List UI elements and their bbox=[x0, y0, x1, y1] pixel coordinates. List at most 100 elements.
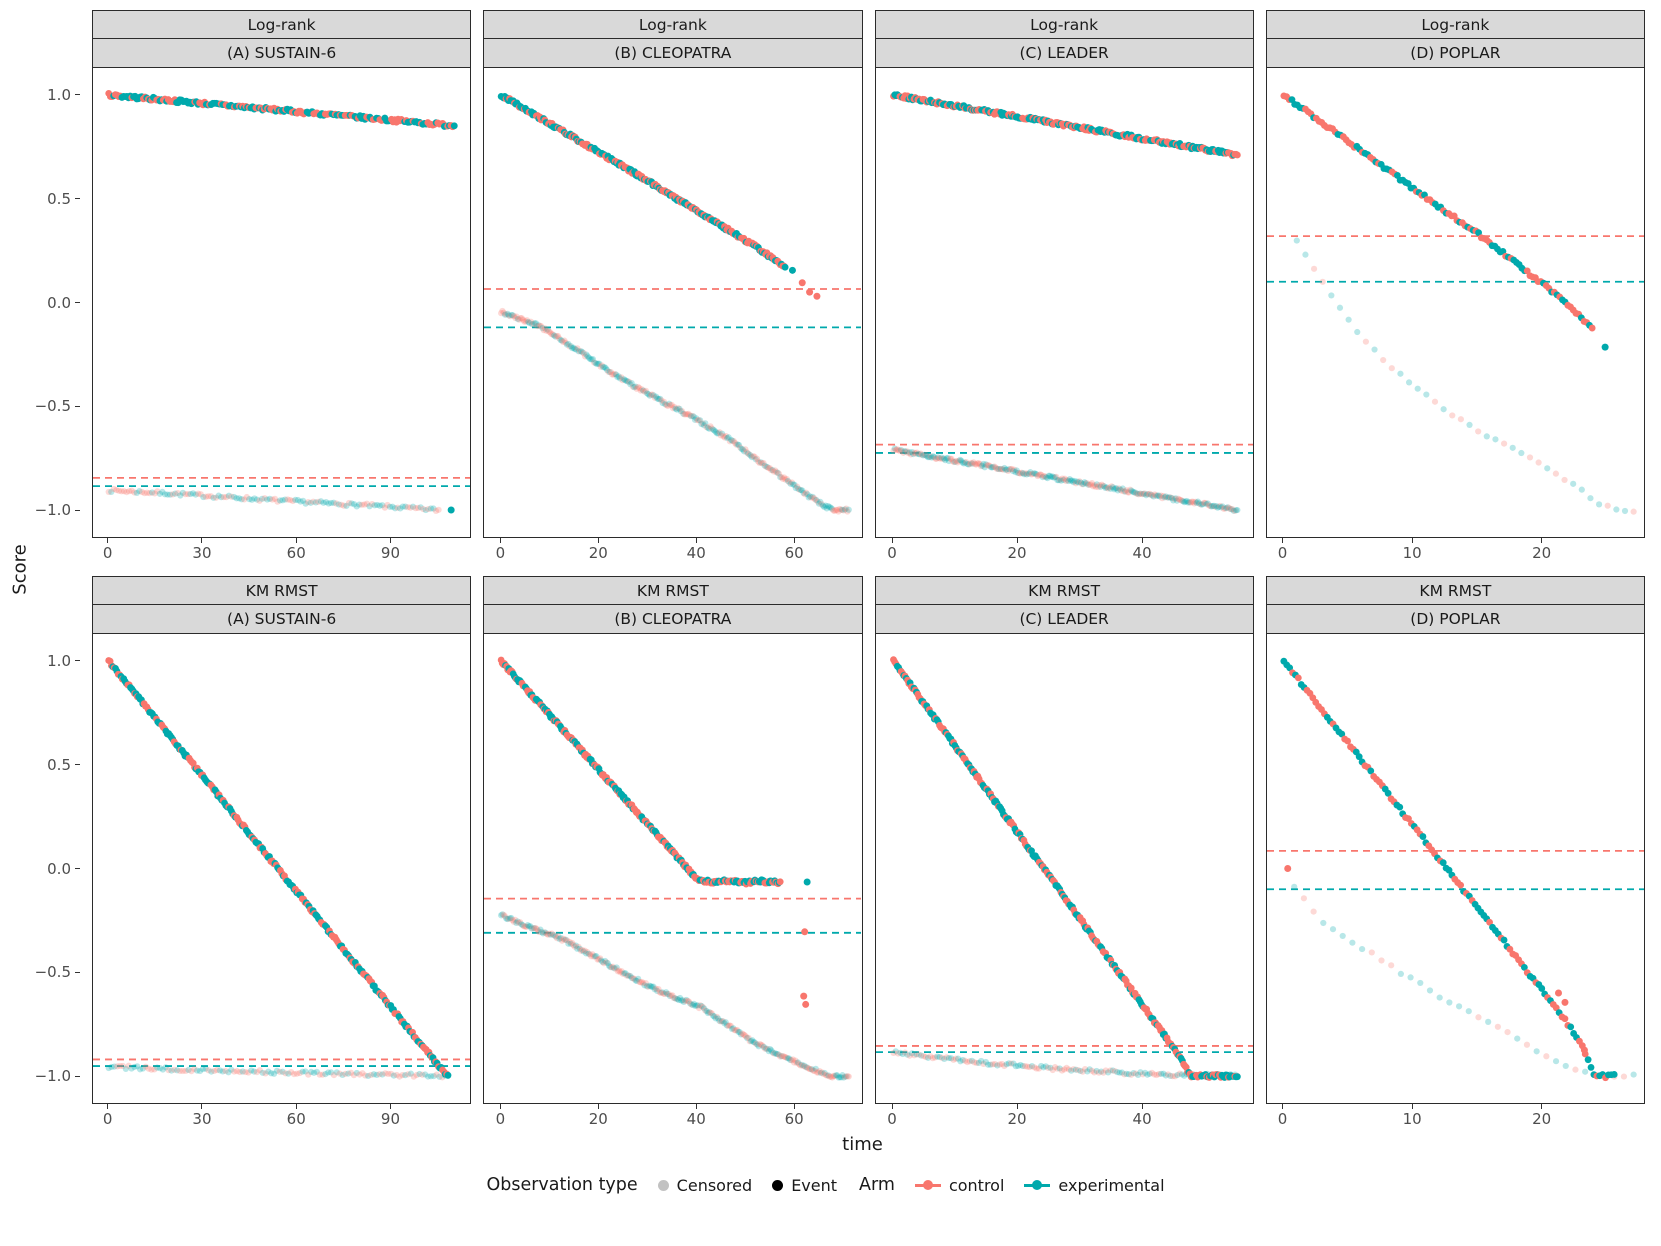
scatter-plot-svg bbox=[484, 656, 862, 1081]
x-tick-label: 20 bbox=[1007, 1110, 1027, 1128]
x-tick-mark bbox=[1411, 1104, 1413, 1109]
strip-trial-label: (A) SUSTAIN-6 bbox=[92, 39, 472, 68]
y-tick-mark bbox=[75, 198, 80, 200]
x-tick-label: 0 bbox=[1277, 1110, 1288, 1128]
x-tick-label: 20 bbox=[1532, 544, 1552, 562]
x-tick-label: 40 bbox=[1132, 1110, 1152, 1128]
strip-method-label: Log-rank bbox=[483, 10, 863, 39]
x-tick-label: 40 bbox=[686, 544, 706, 562]
x-tick-label: 20 bbox=[1007, 544, 1027, 562]
strip-method-label: KM RMST bbox=[874, 576, 1254, 605]
strip-trial-label: (D) POPLAR bbox=[1265, 605, 1645, 634]
y-tick-mark bbox=[75, 302, 80, 303]
legend-item-event: Event bbox=[772, 1176, 837, 1195]
y-axis-title: Score bbox=[9, 543, 31, 595]
x-tick-label: 30 bbox=[192, 1110, 212, 1128]
y-tick-label: −1.0 bbox=[34, 501, 71, 520]
strip-method-label: KM RMST bbox=[92, 576, 472, 605]
x-tick-mark bbox=[597, 1104, 599, 1109]
x-tick-mark bbox=[1541, 538, 1543, 543]
x-tick-label: 0 bbox=[887, 544, 897, 562]
y-tick-label: −0.5 bbox=[34, 397, 71, 416]
y-tick-mark bbox=[75, 1075, 80, 1077]
x-tick-mark bbox=[891, 1104, 893, 1109]
x-tick-label: 0 bbox=[887, 1110, 897, 1128]
y-tick-label: 0.0 bbox=[47, 293, 71, 312]
x-tick-mark bbox=[1141, 538, 1143, 543]
y-axis-tick-labels: 1.0 0.5 0.0 −0.5 −1.0 bbox=[34, 10, 80, 562]
y-tick-mark bbox=[75, 971, 80, 973]
x-tick-mark bbox=[597, 538, 599, 543]
x-tick-label: 10 bbox=[1402, 544, 1422, 562]
x-tick-label: 40 bbox=[686, 1110, 706, 1128]
x-axis-title: time bbox=[842, 1134, 883, 1155]
legend-item-censored: Censored bbox=[657, 1175, 753, 1195]
x-tick-label: 0 bbox=[102, 544, 113, 562]
legend-obs-title: Observation type bbox=[486, 1175, 638, 1195]
x-tick-mark bbox=[295, 1104, 297, 1109]
legend-observation-type: Observation type Censored Event bbox=[486, 1175, 837, 1195]
y-tick-mark bbox=[75, 764, 80, 766]
x-tick-mark bbox=[499, 1104, 501, 1109]
strip-trial-label: (B) CLEOPATRA bbox=[483, 39, 863, 68]
control-key-icon bbox=[914, 1180, 941, 1190]
y-tick-mark bbox=[75, 868, 80, 869]
scatter-plot-svg bbox=[1266, 92, 1644, 515]
x-tick-mark bbox=[1016, 538, 1018, 543]
x-tick-mark bbox=[793, 538, 795, 543]
y-tick-label: −1.0 bbox=[34, 1067, 71, 1086]
x-tick-label: 60 bbox=[286, 544, 306, 562]
legend: Observation type Censored Event Arm cont… bbox=[6, 1157, 1645, 1211]
experimental-label: experimental bbox=[1058, 1175, 1165, 1195]
strip-method-label: Log-rank bbox=[92, 10, 472, 39]
legend-arm: Arm control experimental bbox=[859, 1175, 1165, 1195]
facet-panel: KM RMST (B) CLEOPATRA 0 20 40 60 bbox=[483, 576, 863, 1128]
x-tick-label: 20 bbox=[1532, 1110, 1552, 1128]
censored-label: Censored bbox=[676, 1175, 753, 1195]
x-tick-mark bbox=[107, 538, 109, 543]
strip-trial-label: (D) POPLAR bbox=[1265, 39, 1645, 68]
x-axis-ticks: 0 20 40 60 bbox=[483, 1104, 862, 1128]
strip-method-label: KM RMST bbox=[1265, 576, 1645, 605]
y-tick-label: 0.0 bbox=[47, 859, 71, 878]
facet-panel: KM RMST (A) SUSTAIN-6 0 30 60 90 bbox=[92, 576, 472, 1128]
x-tick-mark bbox=[891, 538, 893, 543]
facet-panel: KM RMST (D) POPLAR 0 10 20 bbox=[1265, 576, 1645, 1128]
experimental-key-icon bbox=[1024, 1180, 1051, 1190]
strip-trial-label: (B) CLEOPATRA bbox=[483, 605, 863, 634]
event-label: Event bbox=[791, 1175, 838, 1195]
y-tick-mark bbox=[75, 405, 80, 407]
y-tick-label: 0.5 bbox=[47, 755, 71, 774]
y-tick-label: −0.5 bbox=[34, 963, 71, 982]
plot-area bbox=[92, 634, 472, 1104]
x-axis-ticks: 0 20 40 bbox=[875, 538, 1254, 562]
y-axis-tick-labels: 1.0 0.5 0.0 −0.5 −1.0 bbox=[34, 576, 80, 1128]
x-tick-label: 90 bbox=[380, 544, 400, 562]
y-tick-mark bbox=[75, 660, 80, 662]
x-tick-label: 20 bbox=[588, 544, 608, 562]
scatter-plot-svg bbox=[875, 91, 1253, 514]
x-tick-mark bbox=[1141, 1104, 1143, 1109]
x-tick-label: 0 bbox=[102, 1110, 113, 1128]
x-tick-label: 30 bbox=[192, 544, 212, 562]
scatter-plot-svg bbox=[484, 93, 862, 515]
x-tick-label: 90 bbox=[380, 1110, 400, 1128]
scatter-plot-svg bbox=[93, 657, 470, 1081]
strip-method-label: Log-rank bbox=[874, 10, 1254, 39]
x-tick-label: 60 bbox=[286, 1110, 306, 1128]
x-tick-mark bbox=[695, 1104, 697, 1109]
x-axis-ticks: 0 30 60 90 bbox=[92, 538, 471, 562]
strip-method-label: Log-rank bbox=[1265, 10, 1645, 39]
x-tick-label: 0 bbox=[1277, 544, 1288, 562]
x-tick-label: 20 bbox=[588, 1110, 608, 1128]
x-tick-label: 40 bbox=[1132, 544, 1152, 562]
control-label: control bbox=[948, 1175, 1005, 1195]
strip-trial-label: (C) LEADER bbox=[874, 605, 1254, 634]
scatter-plot-svg bbox=[93, 89, 470, 514]
scatter-plot-svg bbox=[875, 656, 1253, 1081]
x-axis-ticks: 0 10 20 bbox=[1266, 538, 1645, 562]
legend-item-experimental: experimental bbox=[1024, 1175, 1165, 1195]
y-tick-label: 0.5 bbox=[47, 189, 71, 208]
x-tick-mark bbox=[201, 538, 203, 543]
x-tick-mark bbox=[201, 1104, 203, 1109]
